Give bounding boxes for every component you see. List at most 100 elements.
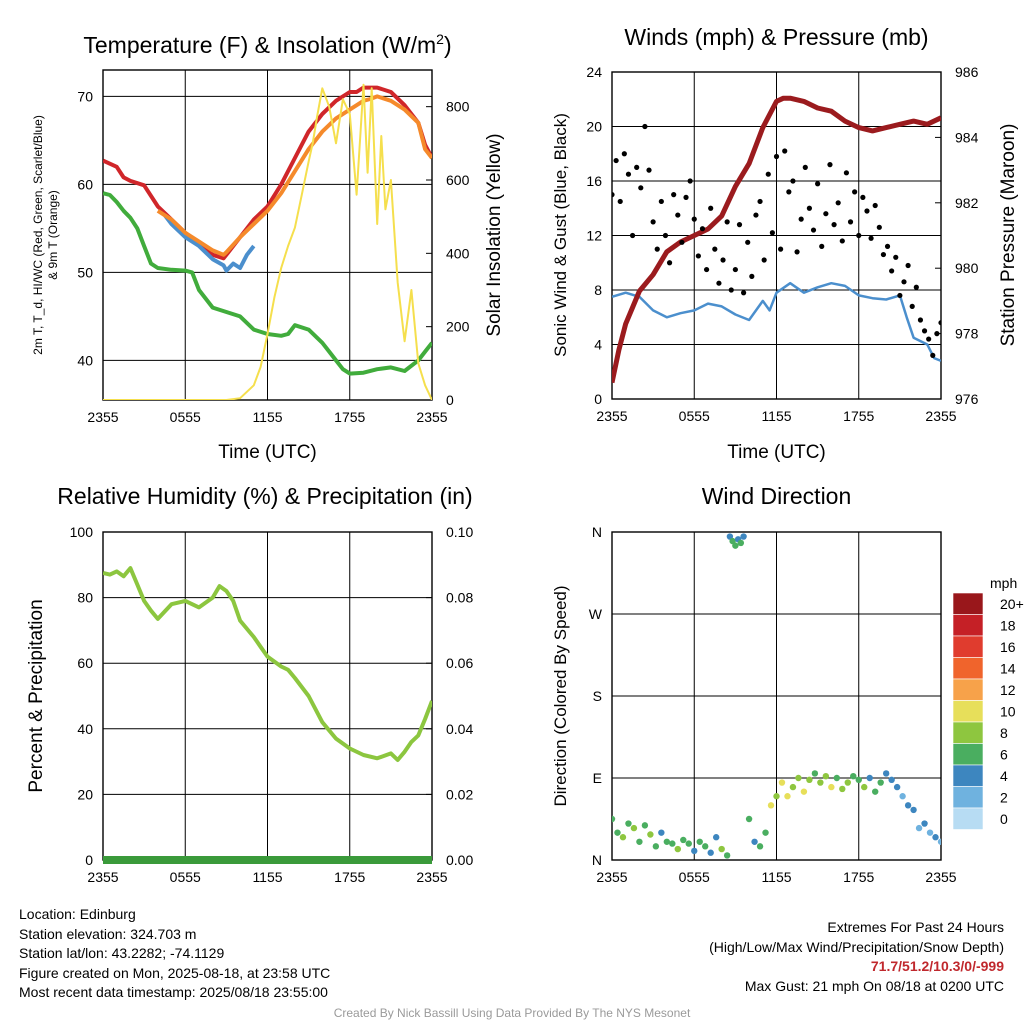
direction-point [773,793,780,800]
gust-point [819,243,825,249]
x-axis-label: Time (UTC) [218,442,317,463]
gust-point [897,292,903,299]
direction-point [822,772,830,780]
y-tick-label-left: 4 [594,337,602,353]
legend-swatch [952,592,984,615]
gust-point [769,230,775,236]
gust-point [778,246,784,252]
direction-point [619,834,627,841]
extremes-heading: Extremes For Past 24 Hours [827,919,1004,935]
legend-label: 8 [1000,725,1008,741]
gust-point [720,257,726,263]
direction-point [800,788,808,795]
gust-point [806,205,813,211]
gust-point [847,219,854,225]
y-tick-label-right: 0.06 [446,655,473,671]
legend-swatch [952,678,984,701]
gust-point [913,284,919,290]
gust-point [765,171,771,177]
y-tick-label-left: 60 [77,176,93,192]
chart-title-sup: 2 [436,31,444,47]
y-tick-label-left: 24 [586,64,602,80]
chart-title: Winds (mph) & Pressure (mb) [624,24,928,50]
gust-point [802,164,808,170]
direction-point [707,849,714,856]
direction-point [926,829,934,836]
direction-point [702,843,709,850]
gust-point [699,226,706,232]
y-axis-label-left: Sonic Wind & Gust (Blue, Black) [551,113,570,357]
y-tick-label-left: 70 [77,88,93,104]
y-tick-label-right: 400 [446,245,470,261]
y-tick-label-right: 978 [955,326,979,342]
legend-title: mph [990,575,1017,591]
x-axis-label: Time (UTC) [727,442,826,463]
y-axis-label-right: Solar Insolation (Yellow) [484,133,505,336]
chart-title: Wind Direction [702,483,852,509]
gust-point [810,227,817,233]
direction-point [806,776,813,784]
y-tick-label-right: 200 [446,319,470,335]
gust-point [712,246,718,252]
gust-point [736,222,743,228]
y-axis-label-left: Direction (Colored By Speed) [551,585,570,806]
direction-point [612,815,616,823]
direction-point [855,776,862,784]
y-tick-label-left: 100 [70,524,94,540]
max-gust-text: Max Gust: 21 mph On 08/18 at 0200 UTC [744,977,1004,994]
gust-point [716,280,722,286]
series-group [103,566,432,864]
gust-point [827,162,833,168]
gust-point [679,239,685,245]
plot-frame [611,531,942,861]
x-tick-label: 1755 [843,408,874,424]
direction-point [844,779,851,786]
x-tick-label: 2355 [596,408,627,424]
y-tick-label-left: 40 [77,721,93,737]
direction-point [839,785,846,793]
direction-point [784,793,791,800]
direction-point [915,824,923,832]
temperature-panel: Temperature (F) & Insolation (W/m2)2355 0… [31,31,505,463]
y-tick-label-right: 986 [955,64,979,80]
plot-frame [102,69,433,401]
direction-point [778,779,786,786]
gust-point [880,251,887,258]
gust-point [823,211,829,217]
gust-point [703,266,710,273]
direction-point [828,783,835,791]
gust-point [695,253,701,259]
y-tick-label-left: E [593,770,602,786]
gust-point [917,317,924,323]
legend-swatch [952,764,984,787]
gust-point [638,185,644,191]
gust-point [708,205,714,211]
series-line-temp [103,85,432,261]
direction-point [882,770,890,777]
gust-point [650,219,656,225]
gust-point [815,181,821,187]
winds-panel: Winds (mph) & Pressure (mb) 2355 0555 1155 1… [551,24,1019,463]
gust-point [613,157,619,164]
y-tick-label-left: 8 [594,282,602,298]
direction-point [910,806,917,814]
x-tick-label: 2355 [925,408,956,424]
points-group [612,533,941,859]
legend-swatch [952,700,984,723]
chart-title: Temperature (F) & Insolation (W/m2) [83,31,451,58]
direction-point [850,772,857,780]
legend-label: 2 [1000,790,1008,806]
gust-point [732,266,738,273]
recent-data-text: Most recent data timestamp: 2025/08/18 2… [19,984,328,1000]
extremes-values: 71.7/51.2/10.3/0/-999 [870,958,1004,974]
direction-point [745,815,753,823]
legend-swatch [952,786,984,809]
gust-point [909,303,915,309]
legend-label: 4 [1000,768,1008,784]
plot-frame [611,71,942,400]
created-text: Figure created on Mon, 2025-08-18, at 23… [19,964,331,981]
gust-point [621,151,627,157]
direction-point [893,783,901,791]
gust-point [741,290,747,296]
